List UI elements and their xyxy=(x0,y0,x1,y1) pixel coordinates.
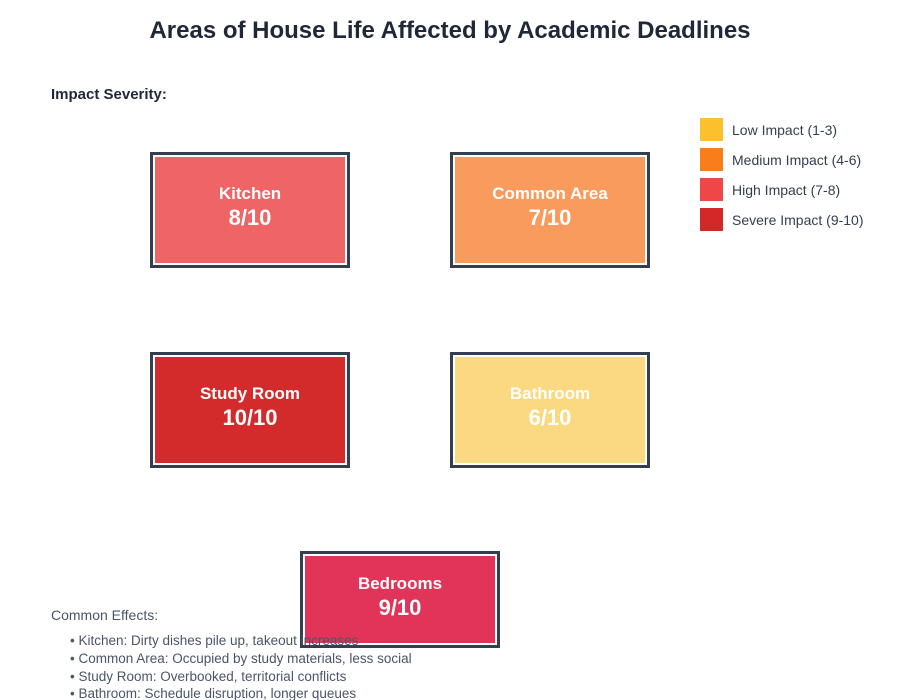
effect-item: • Common Area: Occupied by study materia… xyxy=(70,650,412,666)
legend-swatch xyxy=(700,148,723,171)
room-name: Kitchen xyxy=(218,184,282,204)
effect-item: • Study Room: Overbooked, territorial co… xyxy=(70,668,347,684)
common-effects-section: Common Effects: • Kitchen: Dirty dishes … xyxy=(51,606,412,700)
legend-swatch xyxy=(700,118,723,141)
room-score: 6/10 xyxy=(528,405,572,431)
legend-label: Medium Impact (4-6) xyxy=(732,151,862,168)
room-box-study-room: Study Room 10/10 xyxy=(150,352,350,468)
legend-label: Low Impact (1-3) xyxy=(732,121,838,138)
legend-item: Medium Impact (4-6) xyxy=(700,148,864,171)
legend-item: Low Impact (1-3) xyxy=(700,118,864,141)
room-name: Common Area xyxy=(492,184,608,204)
room-score: 8/10 xyxy=(228,205,272,231)
common-effects-list: • Kitchen: Dirty dishes pile up, takeout… xyxy=(51,632,412,700)
room-name: Study Room xyxy=(199,384,301,404)
legend-swatch xyxy=(700,178,723,201)
room-box-common-area: Common Area 7/10 xyxy=(450,152,650,268)
page-title: Areas of House Life Affected by Academic… xyxy=(149,17,751,44)
effect-item: • Bathroom: Schedule disruption, longer … xyxy=(70,686,357,700)
impact-severity-label: Impact Severity: xyxy=(51,86,167,103)
legend-item: Severe Impact (9-10) xyxy=(700,208,864,231)
room-box-bedrooms: Bedrooms 9/10 xyxy=(300,551,500,648)
room-score: 7/10 xyxy=(528,205,572,231)
impact-legend: Low Impact (1-3) Medium Impact (4-6) High … xyxy=(700,118,864,238)
legend-label: High Impact (7-8) xyxy=(732,181,841,198)
legend-label: Severe Impact (9-10) xyxy=(732,211,864,228)
room-score: 10/10 xyxy=(222,405,278,431)
common-effects-heading: Common Effects: xyxy=(51,607,159,623)
legend-swatch xyxy=(700,208,723,231)
room-box-bathroom: Bathroom 6/10 xyxy=(450,352,650,468)
room-box-kitchen: Kitchen 8/10 xyxy=(150,152,350,268)
effect-item: • Kitchen: Dirty dishes pile up, takeout… xyxy=(70,633,359,648)
legend-item: High Impact (7-8) xyxy=(700,178,864,201)
room-name: Bathroom xyxy=(509,384,591,404)
room-name: Bedrooms xyxy=(357,573,443,593)
room-score: 9/10 xyxy=(378,594,422,620)
